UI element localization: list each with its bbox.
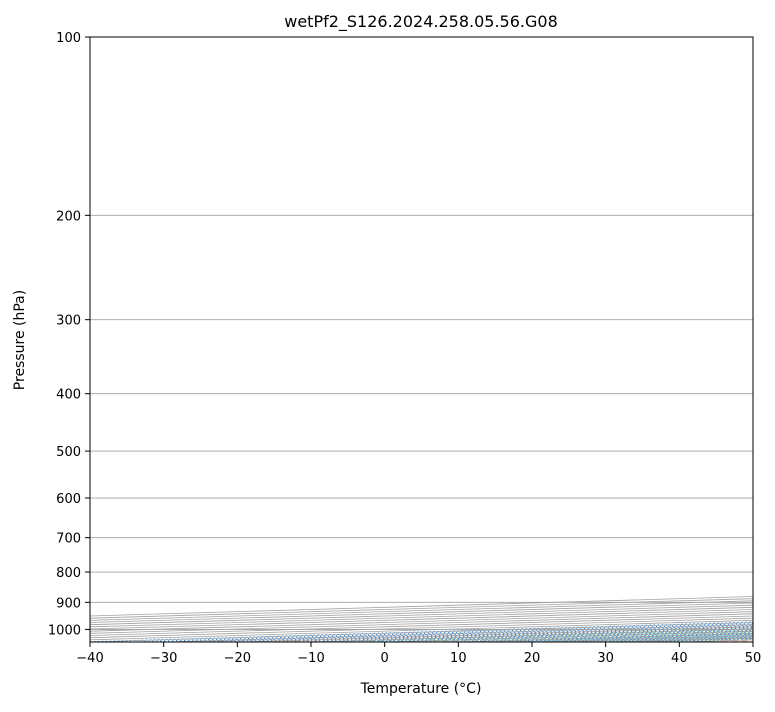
x-tick-label: −30 [150, 651, 177, 666]
y-tick-label: 900 [56, 596, 81, 611]
y-tick-label: 100 [56, 31, 81, 46]
x-tick-label: 50 [745, 651, 762, 666]
y-tick-label: 200 [56, 209, 81, 224]
x-tick-label: 10 [450, 651, 467, 666]
x-tick-label: 20 [524, 651, 541, 666]
chart-title: wetPf2_S126.2024.258.05.56.G08 [284, 12, 558, 32]
x-tick-label: 0 [381, 651, 389, 666]
x-tick-label: 40 [671, 651, 688, 666]
y-tick-label: 500 [56, 445, 81, 460]
y-tick-label: 600 [56, 492, 81, 507]
y-tick-label: 300 [56, 314, 81, 329]
y-tick-label: 700 [56, 532, 81, 547]
x-tick-label: 30 [597, 651, 614, 666]
x-axis-label: Temperature (°C) [360, 681, 482, 697]
y-tick-label: 1000 [48, 623, 81, 638]
y-tick-label: 800 [56, 566, 81, 581]
x-tick-label: −10 [297, 651, 324, 666]
y-axis-label: Pressure (hPa) [12, 290, 28, 390]
x-tick-label: −40 [76, 651, 103, 666]
x-tick-label: −20 [224, 651, 251, 666]
y-tick-label: 400 [56, 388, 81, 403]
